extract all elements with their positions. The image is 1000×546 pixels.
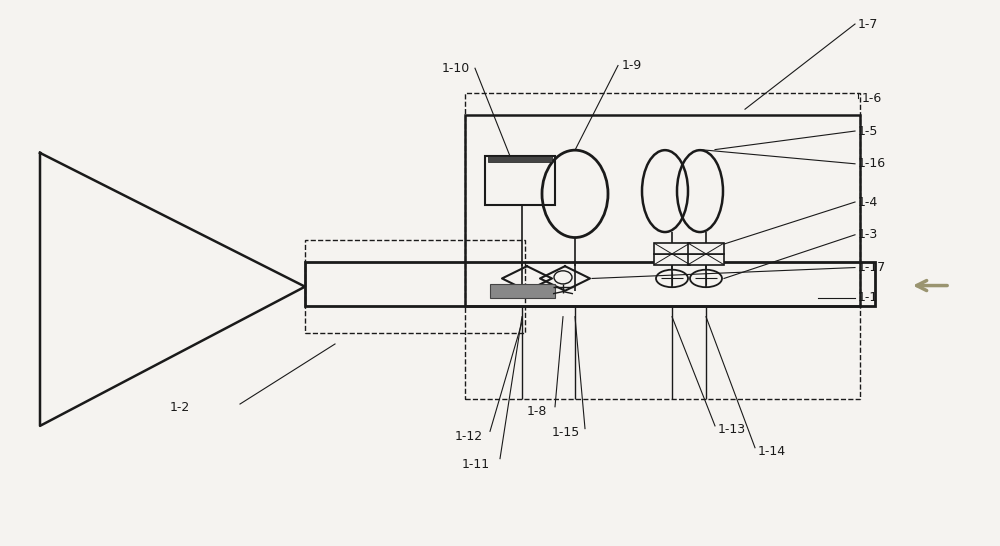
Bar (688, 243, 724, 254)
Text: 1-17: 1-17 (858, 261, 886, 274)
Text: 1-14: 1-14 (758, 445, 786, 458)
Text: 1-8: 1-8 (527, 405, 547, 418)
Bar (490, 284, 555, 298)
Text: 1-6: 1-6 (862, 92, 882, 105)
Bar (688, 254, 724, 265)
Text: 1-11: 1-11 (462, 458, 490, 471)
Bar (654, 243, 690, 254)
Text: 1-5: 1-5 (858, 124, 878, 138)
Text: 1-2: 1-2 (170, 401, 190, 414)
Bar (654, 254, 690, 265)
Bar (465, 115, 860, 306)
Text: 1-15: 1-15 (552, 426, 580, 440)
Text: 1-7: 1-7 (858, 17, 878, 31)
Text: 1-13: 1-13 (718, 423, 746, 436)
Text: 1-16: 1-16 (858, 157, 886, 170)
Bar (488, 156, 552, 162)
Bar (305, 262, 875, 306)
Bar (485, 156, 555, 205)
Bar (465, 93, 860, 399)
Text: 1-3: 1-3 (858, 228, 878, 241)
Text: 1-12: 1-12 (455, 430, 483, 443)
Text: 1-4: 1-4 (858, 195, 878, 209)
Bar (305, 240, 525, 333)
Text: 1-10: 1-10 (442, 62, 470, 75)
Text: 1-1: 1-1 (858, 291, 878, 304)
Text: 1-9: 1-9 (622, 59, 642, 72)
